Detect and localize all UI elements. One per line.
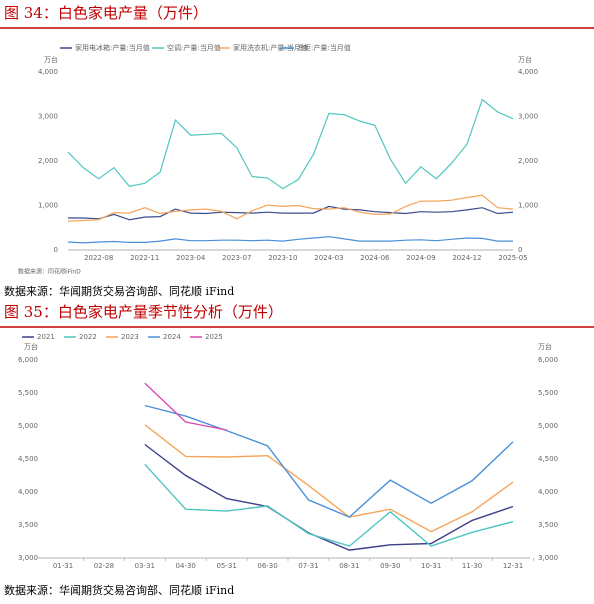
x-tick-label: 12-31	[503, 562, 523, 570]
legend-label: 空调:产量:当月值	[167, 43, 221, 52]
x-tick-label: 2024-12	[452, 254, 481, 262]
y-tick-label: 1,000	[38, 202, 58, 210]
unit-label: 万台	[518, 55, 532, 64]
series-line	[144, 404, 514, 518]
y2-tick-label: 4,000	[538, 488, 558, 496]
y2-tick-label: 1,000	[518, 202, 538, 210]
y2-tick-label: 3,000	[518, 113, 538, 121]
y-tick-label: 4,000	[18, 488, 38, 496]
x-tick-label: 06-30	[257, 562, 277, 570]
legend-label: 2021	[37, 333, 55, 341]
series-line	[67, 194, 514, 222]
legend-label: 家用电冰箱:产量:当月值	[75, 43, 150, 52]
x-tick-label: 2023-10	[268, 254, 297, 262]
x-tick-label: 03-31	[135, 562, 155, 570]
y-tick-label: 6,000	[18, 356, 38, 364]
x-tick-label: 2024-09	[406, 254, 435, 262]
chart-note: 数据来源：同花顺iFinD	[18, 268, 81, 276]
source: 数据来源：华闻期货交易咨询部、同花顺 iFind	[4, 583, 234, 597]
x-tick-label: 2023-04	[176, 254, 206, 262]
y-tick-label: 5,000	[18, 422, 38, 430]
x-tick-label: 2023-07	[222, 254, 251, 262]
unit-label: 万台	[24, 342, 38, 351]
y-tick-label: 4,000	[38, 68, 58, 76]
x-tick-label: 09-30	[380, 562, 400, 570]
series-line	[144, 463, 514, 547]
y2-tick-label: 5,500	[538, 389, 558, 397]
series-line	[144, 382, 227, 431]
x-tick-label: 07-31	[298, 562, 318, 570]
legend-label: 2022	[79, 333, 97, 341]
x-tick-label: 2022-08	[84, 254, 113, 262]
y-tick-label: 0	[54, 246, 58, 254]
y-tick-label: 5,500	[18, 389, 38, 397]
legend-label: 2024	[163, 333, 181, 341]
series-line	[144, 443, 514, 551]
y2-tick-label: 5,000	[538, 422, 558, 430]
x-tick-label: 02-28	[94, 562, 114, 570]
legend-label: 家用洗衣机:产量:当月值	[233, 43, 308, 52]
y-tick-label: 3,000	[38, 113, 58, 121]
y2-tick-label: 3,000	[538, 554, 558, 562]
y-tick-label: 4,500	[18, 455, 38, 463]
x-tick-label: 2024-03	[314, 254, 343, 262]
figure-header: 图 35：白色家电产量季节性分析（万件）	[4, 303, 283, 321]
series-line	[144, 424, 514, 533]
x-tick-label: 10-31	[421, 562, 441, 570]
series-line	[67, 98, 514, 190]
legend-label: 冷柜:产量:当月值	[297, 43, 351, 52]
x-tick-label: 05-31	[216, 562, 236, 570]
x-tick-label: 11-30	[462, 562, 482, 570]
y-tick-label: 3,500	[18, 521, 38, 529]
y2-tick-label: 4,500	[538, 455, 558, 463]
y2-tick-label: 6,000	[538, 356, 558, 364]
y2-tick-label: 4,000	[518, 68, 538, 76]
series-line	[68, 205, 514, 221]
x-tick-label: 2025-05	[498, 254, 527, 262]
y2-tick-label: 3,500	[538, 521, 558, 529]
unit-label: 万台	[538, 342, 552, 351]
figure-header: 图 34：白色家电产量（万件）	[4, 4, 208, 22]
y2-tick-label: 0	[518, 246, 522, 254]
source: 数据来源：华闻期货交易咨询部、同花顺 iFind	[4, 284, 234, 298]
x-tick-label: 04-30	[176, 562, 196, 570]
y-tick-label: 2,000	[38, 157, 58, 165]
legend-label: 2025	[205, 333, 223, 341]
y-tick-label: 3,000	[18, 554, 38, 562]
unit-label: 万台	[44, 55, 58, 64]
legend-label: 2023	[121, 333, 139, 341]
x-tick-label: 08-31	[339, 562, 359, 570]
x-tick-label: 01-31	[53, 562, 73, 570]
x-tick-label: 2024-06	[360, 254, 390, 262]
x-tick-label: 2022-11	[130, 254, 159, 262]
series-line	[67, 236, 513, 244]
y2-tick-label: 2,000	[518, 157, 538, 165]
